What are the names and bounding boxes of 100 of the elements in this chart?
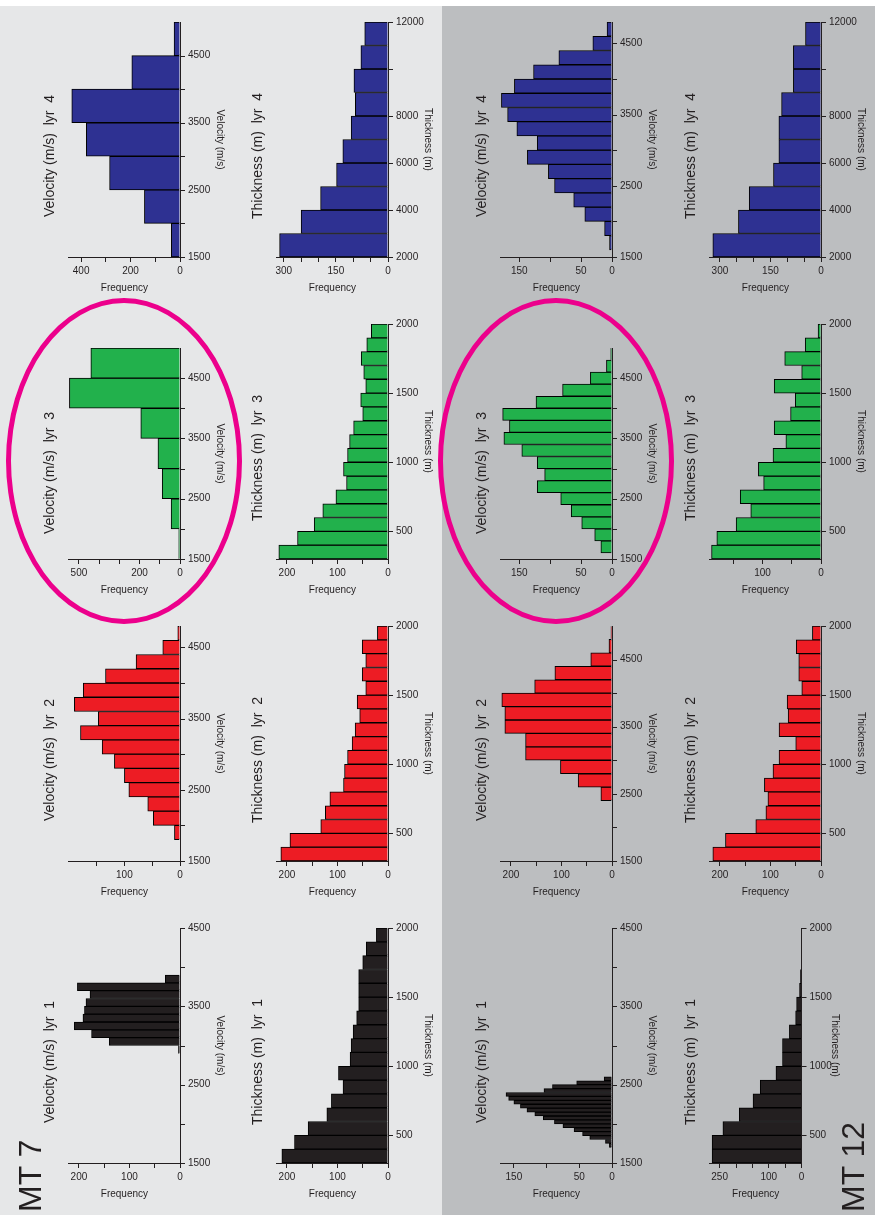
x-axis-title: Frequency xyxy=(308,885,357,897)
y-axis-title: Velocity (m/s) xyxy=(647,713,659,774)
y-tick-label: 500 xyxy=(396,525,414,537)
y-tick-label: 2000 xyxy=(396,619,419,631)
y-tick-label: 1000 xyxy=(809,1059,833,1071)
y-tick-label: 2500 xyxy=(620,492,643,504)
text: Velocity (m/s) lyr 2 xyxy=(473,698,490,822)
y-tick-label: 1500 xyxy=(188,854,211,866)
x-tick-label: 200 xyxy=(278,566,296,578)
y-tick-label: 2000 xyxy=(829,619,852,631)
y-tick-label: 1500 xyxy=(620,1156,643,1168)
y-tick-label: 1500 xyxy=(809,990,833,1002)
y-axis-title: Velocity (m/s) xyxy=(215,713,227,774)
text: MT 7 xyxy=(11,1139,48,1212)
text: Thickness (m) lyr 3 xyxy=(682,394,699,522)
y-tick-label: 1500 xyxy=(188,250,211,262)
x-tick-label: 0 xyxy=(385,868,392,880)
y-axis-title: Velocity (m/s) xyxy=(215,109,227,170)
y-tick-label: 2000 xyxy=(396,317,419,329)
x-tick-label: 0 xyxy=(818,264,825,276)
y-tick-label: 500 xyxy=(829,827,847,839)
x-tick-label: 200 xyxy=(711,868,729,880)
y-tick-label: 2500 xyxy=(620,1078,643,1090)
x-tick-label: 0 xyxy=(798,1170,805,1182)
y-tick-label: 2500 xyxy=(620,787,643,799)
y-tick-label: 2500 xyxy=(188,183,211,195)
x-axis-title: Frequency xyxy=(308,583,357,595)
text: MT 12 xyxy=(834,1121,871,1212)
y-tick-label: 2500 xyxy=(188,492,211,504)
y-axis-title: Thickness (m) xyxy=(830,1014,842,1077)
y-tick-label: 1500 xyxy=(620,854,643,866)
x-tick-label: 0 xyxy=(177,566,184,578)
x-tick-label: 50 xyxy=(573,1170,586,1182)
y-tick-label: 1500 xyxy=(829,688,852,700)
x-tick-label: 300 xyxy=(275,264,293,276)
x-tick-label: 500 xyxy=(70,566,88,578)
y-tick-label: 3500 xyxy=(188,116,211,128)
y-axis-title: Thickness (m) xyxy=(423,108,435,171)
x-axis-title: Frequency xyxy=(308,281,357,293)
y-tick-label: 1000 xyxy=(396,455,419,467)
y-tick-label: 4500 xyxy=(620,653,643,665)
x-tick-label: 100 xyxy=(329,868,347,880)
x-tick-label: 100 xyxy=(762,868,780,880)
y-tick-label: 1000 xyxy=(396,757,419,769)
y-axis-title: Thickness (m) xyxy=(856,712,868,775)
x-axis-title: Frequency xyxy=(532,885,581,897)
x-tick-label: 0 xyxy=(385,264,392,276)
y-tick-label: 4500 xyxy=(188,921,211,933)
x-axis-title: Frequency xyxy=(732,1187,780,1199)
y-tick-label: 3500 xyxy=(620,1000,643,1012)
y-tick-label: 500 xyxy=(829,525,847,537)
y-tick-label: 3500 xyxy=(188,712,211,724)
y-tick-label: 6000 xyxy=(396,156,419,168)
x-tick-label: 0 xyxy=(385,566,392,578)
y-tick-label: 1500 xyxy=(620,250,643,262)
x-tick-label: 0 xyxy=(177,1170,184,1182)
x-tick-label: 0 xyxy=(609,566,616,578)
y-tick-label: 1500 xyxy=(188,1156,211,1168)
x-tick-label: 200 xyxy=(122,264,140,276)
y-axis-title: Velocity (m/s) xyxy=(647,423,659,484)
x-tick-label: 200 xyxy=(70,1170,88,1182)
text: Thickness (m) lyr 4 xyxy=(249,92,266,220)
y-tick-label: 2000 xyxy=(396,250,419,262)
x-axis-title: Frequency xyxy=(741,281,790,293)
text: Velocity (m/s) lyr 3 xyxy=(473,411,490,535)
y-axis-title: Thickness (m) xyxy=(856,108,868,171)
x-tick-label: 100 xyxy=(329,566,347,578)
text: Thickness (m) lyr 1 xyxy=(682,998,699,1126)
x-axis-title: Frequency xyxy=(100,1187,149,1199)
y-axis-title: Thickness (m) xyxy=(423,712,435,775)
text: Velocity (m/s) lyr 1 xyxy=(473,1000,490,1124)
text: Velocity (m/s) lyr 4 xyxy=(41,94,58,218)
y-tick-label: 4500 xyxy=(620,37,643,49)
x-axis-title: Frequency xyxy=(741,885,790,897)
y-tick-label: 2500 xyxy=(188,783,211,795)
y-tick-label: 1000 xyxy=(396,1059,419,1071)
y-tick-label: 1500 xyxy=(829,386,852,398)
y-tick-label: 4500 xyxy=(620,371,643,383)
y-tick-label: 1000 xyxy=(829,455,852,467)
x-axis-title: Frequency xyxy=(100,281,149,293)
y-tick-label: 2000 xyxy=(829,250,852,262)
x-tick-label: 100 xyxy=(121,1170,139,1182)
y-tick-label: 2000 xyxy=(396,921,419,933)
x-tick-label: 100 xyxy=(754,566,772,578)
text: Velocity (m/s) lyr 4 xyxy=(473,94,490,218)
x-tick-label: 0 xyxy=(609,1170,616,1182)
x-tick-label: 0 xyxy=(609,868,616,880)
y-axis-title: Velocity (m/s) xyxy=(647,1015,659,1076)
x-tick-label: 150 xyxy=(510,264,529,276)
x-tick-label: 300 xyxy=(711,264,729,276)
x-tick-label: 150 xyxy=(327,264,345,276)
x-tick-label: 200 xyxy=(278,1170,296,1182)
y-tick-label: 8000 xyxy=(829,109,852,121)
x-axis-title: Frequency xyxy=(100,583,149,595)
y-tick-label: 4000 xyxy=(829,203,852,215)
x-axis-title: Frequency xyxy=(532,281,581,293)
x-tick-label: 50 xyxy=(575,264,588,276)
y-tick-label: 8000 xyxy=(396,109,419,121)
y-tick-label: 12000 xyxy=(396,15,425,27)
y-tick-label: 12000 xyxy=(829,15,858,27)
